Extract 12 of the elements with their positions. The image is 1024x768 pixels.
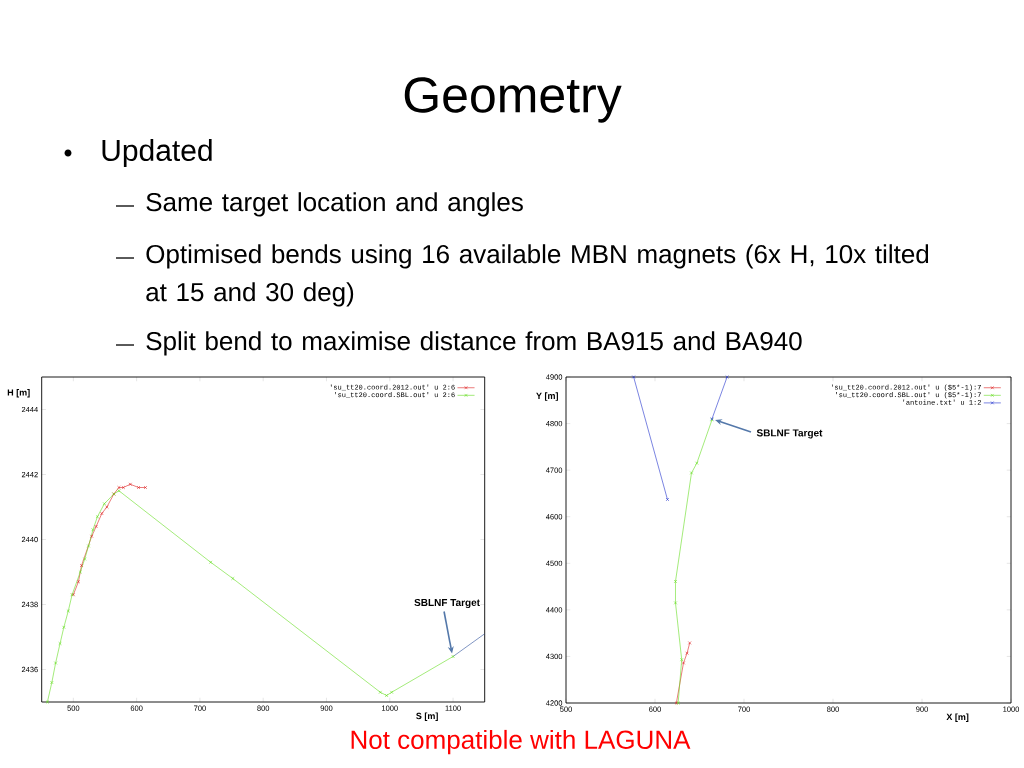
text: Not compatible with LAGUNA xyxy=(351,729,691,755)
text: Updated xyxy=(102,139,212,167)
x-axis-title: S [m] xyxy=(416,712,438,721)
text: Same target location and angles xyxy=(146,192,523,217)
text: Optimised bends using 16 available MBN magnets (6x H, 10x tilted at 15 and 30 deg) xyxy=(146,244,929,307)
annotation: SBLNF Target xyxy=(756,429,823,439)
x-axis-title: X [m] xyxy=(946,713,969,722)
text: Split bend to maximise distance from BA915 and BA940 xyxy=(146,331,802,356)
y-axis-title: H [m] xyxy=(7,389,30,398)
y-axis-title: Y [m] xyxy=(536,392,558,401)
annotation: SBLNF Target xyxy=(414,598,480,609)
chart-title: Geometry xyxy=(404,77,622,123)
